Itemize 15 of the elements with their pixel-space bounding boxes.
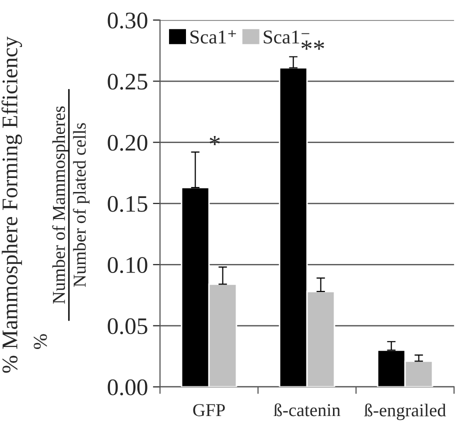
text: Number of Mammospheres [52, 106, 69, 304]
legend-label: Sca1⁺ [190, 30, 236, 44]
y-tick-label: 0.20 [108, 134, 148, 151]
y-axis-title: % Mammosphere Forming Efficiency [2, 36, 22, 373]
x-tick-label: ß-catenin [274, 403, 340, 416]
text: Number of plated cells [72, 123, 90, 287]
x-tick-label: GFP [193, 404, 225, 416]
y-tick-label: 0.15 [108, 196, 148, 212]
y-tick-label: 0.25 [108, 74, 148, 90]
y-tick-label: 0.05 [108, 318, 148, 334]
y-tick-label: 0.10 [108, 257, 148, 274]
x-tick-label: ß-engrailed [364, 404, 446, 420]
y-tick-label: 0.30 [108, 12, 148, 29]
text: % [34, 334, 47, 350]
y-tick-label: 0.00 [108, 379, 148, 396]
